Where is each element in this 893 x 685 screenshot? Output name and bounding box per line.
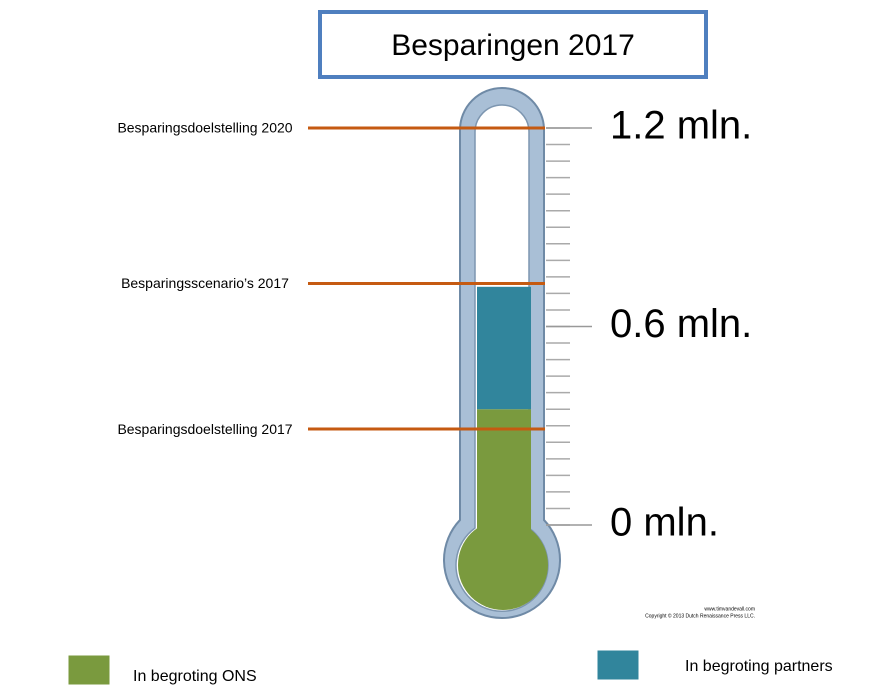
y-tick-label: 0 mln.: [610, 501, 719, 545]
credit: www.timvandevall.com: [704, 606, 755, 612]
annotation-label: Besparingsscenario’s 2017: [121, 275, 289, 291]
legend-swatch: [597, 650, 639, 680]
thermometer-fill: [477, 409, 531, 560]
y-tick-label: 1.2 mln.: [610, 104, 752, 148]
legend-label: In begroting partners: [685, 658, 833, 675]
y-tick-label: 0.6 mln.: [610, 302, 752, 346]
chart-title: Besparingen 2017: [391, 29, 635, 62]
annotation-label: Besparingsdoelstelling 2020: [117, 120, 292, 136]
chart: Besparingen 2017 0 mln. 0.6 mln. 1.2 mln. B…: [0, 0, 893, 685]
legend-label: In begroting ONS: [133, 668, 257, 685]
legend-swatch: [68, 655, 110, 685]
credit: Copyright © 2013 Dutch Renaissance Press…: [645, 612, 755, 619]
annotation-label: Besparingsdoelstelling 2017: [117, 421, 292, 437]
thermometer-fill: [477, 287, 531, 409]
